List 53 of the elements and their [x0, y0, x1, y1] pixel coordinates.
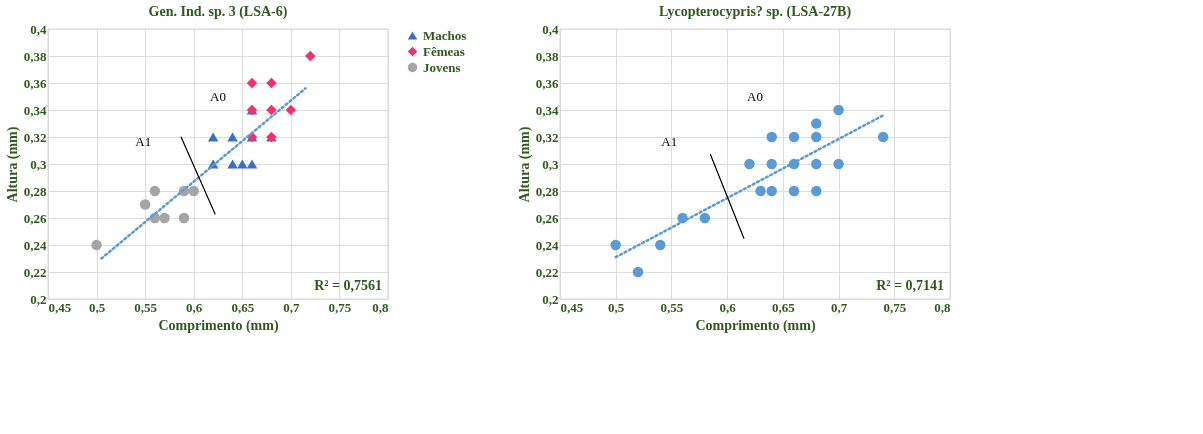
x-tick-label: 0,7: [830, 299, 848, 315]
x-tick-label: 0,75: [883, 299, 907, 315]
chart-title: Lycopterocypris? sp. (LSA-27B): [658, 4, 852, 20]
x-axis-title: Comprimento (mm): [158, 317, 279, 334]
y-tick-label: 0,34: [23, 102, 47, 118]
y-tick-label: 0,38: [23, 48, 47, 64]
y-tick-label: 0,26: [23, 210, 47, 226]
y-tick-label: 0,28: [23, 183, 47, 199]
y-tick-label: 0,24: [23, 237, 47, 253]
x-tick-label: 0,8: [372, 299, 389, 315]
y-tick-label: 0,22: [23, 264, 47, 280]
x-tick-label: 0,6: [186, 299, 203, 315]
x-axis-title: Comprimento (mm): [695, 317, 816, 334]
y-tick-label: 0,38: [535, 48, 559, 64]
x-tick-label: 0,6: [719, 299, 737, 315]
legend-label: Machos: [423, 27, 467, 43]
y-tick-label: 0,2: [542, 291, 559, 307]
y-tick-label: 0,36: [535, 75, 559, 91]
x-tick-label: 0,8: [934, 299, 951, 315]
annotation: A0: [210, 88, 226, 104]
x-tick-label: 0,45: [48, 299, 72, 315]
y-tick-label: 0,2: [30, 291, 47, 307]
x-tick-label: 0,75: [328, 299, 352, 315]
chart-title: Gen. Ind. sp. 3 (LSA-6): [148, 4, 288, 20]
x-tick-label: 0,45: [560, 299, 584, 315]
annotation: R² = 0,7141: [876, 278, 944, 293]
x-tick-label: 0,65: [771, 299, 796, 315]
legend-label: Jovens: [423, 59, 461, 75]
y-axis-title: Altura (mm): [516, 126, 533, 203]
y-tick-label: 0,28: [535, 183, 559, 199]
y-tick-label: 0,4: [542, 21, 559, 37]
y-axis-title: Altura (mm): [4, 126, 21, 203]
y-tick-label: 0,26: [535, 210, 559, 226]
y-tick-label: 0,3: [30, 156, 47, 172]
x-tick-label: 0,7: [283, 299, 300, 315]
annotation: A1: [661, 134, 678, 150]
y-tick-label: 0,3: [542, 156, 559, 172]
x-tick-label: 0,55: [660, 299, 684, 315]
y-tick-label: 0,4: [30, 21, 47, 37]
y-tick-label: 0,36: [23, 75, 47, 91]
y-tick-label: 0,34: [535, 102, 559, 118]
y-tick-label: 0,32: [23, 129, 47, 145]
y-tick-label: 0,22: [535, 264, 559, 280]
x-tick-label: 0,5: [88, 299, 106, 315]
x-tick-label: 0,55: [134, 299, 158, 315]
x-tick-label: 0,65: [231, 299, 255, 315]
x-tick-label: 0,5: [608, 299, 625, 315]
annotation: A0: [747, 88, 763, 104]
y-tick-label: 0,32: [535, 129, 559, 145]
annotation: R² = 0,7561: [314, 278, 382, 293]
legend-label: Fêmeas: [423, 43, 465, 59]
y-tick-label: 0,24: [535, 237, 559, 253]
annotation: A1: [135, 134, 152, 150]
